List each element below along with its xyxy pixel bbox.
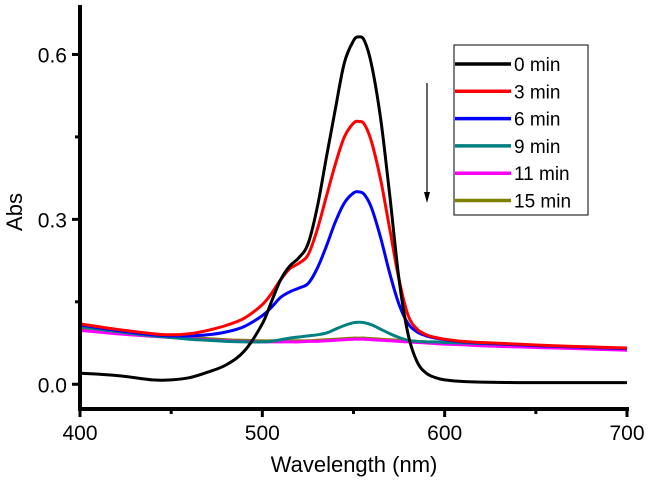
x-tick-label: 600	[427, 422, 462, 445]
x-tick-label: 400	[62, 422, 97, 445]
legend-label-9-min: 9 min	[514, 137, 560, 158]
legend-label-11-min: 11 min	[514, 164, 570, 185]
y-tick-label: 0.3	[38, 209, 67, 232]
series-layer	[79, 35, 628, 385]
x-axis-title: Wavelength (nm)	[271, 452, 438, 477]
annotation-layer	[424, 83, 430, 203]
legend-label-3-min: 3 min	[514, 82, 560, 103]
legend-label-15-min: 15 min	[514, 192, 571, 213]
x-tick-label: 700	[609, 422, 644, 445]
legend-box	[453, 44, 589, 216]
legend: 0 min 3 min 6 min 9 min 11 min 15 min	[453, 44, 589, 216]
legend-label-6-min: 6 min	[514, 110, 560, 131]
series-line-9-min	[79, 320, 628, 350]
series-line-0-min	[79, 35, 627, 385]
axes-layer: 400 500 600 700 0.0 0.3 0.6	[38, 5, 645, 445]
legend-label-0-min: 0 min	[514, 55, 560, 76]
x-tick-label: 500	[245, 422, 280, 445]
y-axis-title: Abs	[2, 193, 27, 231]
trend-arrow-head	[424, 192, 430, 203]
y-tick-label: 0.0	[38, 374, 67, 397]
y-tick-label: 0.6	[38, 44, 67, 67]
series-line-3-min	[79, 119, 628, 350]
